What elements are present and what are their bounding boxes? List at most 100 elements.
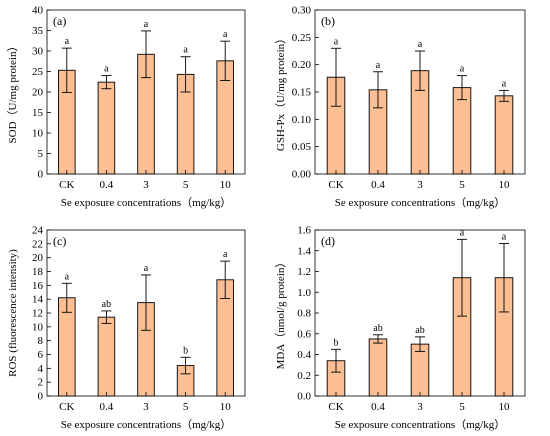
- y-tick-label: 1.0: [297, 287, 311, 299]
- significance-label: a: [502, 231, 507, 242]
- x-tick-label: CK: [59, 179, 74, 191]
- y-tick-label: 5: [38, 148, 44, 160]
- significance-label: a: [144, 263, 149, 274]
- chart-panel-2: 0.00 0.05 0.10 0.15 0.20 0.25 0.30 a CK a 0.4 a 3 a 5 a…: [274, 5, 526, 209]
- x-tick-label: 5: [183, 401, 189, 413]
- y-tick-label: 24: [32, 225, 44, 237]
- chart-panel-3: 024681012141618202224aCKab0.4a3b5a10(c)S…: [7, 225, 246, 431]
- y-tick-label: 10: [32, 321, 44, 333]
- y-tick-label: 0: [38, 391, 44, 403]
- y-tick-label: 6: [38, 349, 44, 361]
- significance-label: a: [65, 36, 70, 47]
- panel-label: (b): [321, 14, 335, 28]
- x-tick-label: 5: [183, 179, 189, 191]
- x-tick-label: 10: [220, 179, 232, 191]
- x-axis-title: Se exposure concentrations（mg/kg）: [335, 196, 505, 209]
- y-tick-label: 0.15: [292, 87, 312, 99]
- significance-label: ab: [102, 299, 111, 310]
- x-tick-label: 0.4: [371, 401, 385, 413]
- y-axis-title: SOD（U/mg protein）: [6, 41, 19, 144]
- x-tick-label: 3: [143, 401, 149, 413]
- y-tick-label: 1.2: [297, 266, 311, 278]
- significance-label: a: [183, 45, 188, 56]
- panel-label: (d): [321, 234, 335, 248]
- y-tick-label: 0.4: [297, 349, 311, 361]
- y-tick-label: 35: [32, 25, 44, 37]
- significance-label: a: [376, 60, 381, 71]
- y-tick-label: 16: [32, 280, 44, 292]
- x-tick-label: 0.4: [371, 179, 385, 191]
- bar: [368, 338, 388, 397]
- significance-label: a: [502, 78, 507, 89]
- panel-label: (c): [53, 234, 66, 248]
- y-tick-label: 25: [32, 66, 44, 78]
- y-tick-label: 40: [32, 5, 44, 17]
- x-tick-label: CK: [59, 401, 74, 413]
- x-tick-label: 3: [417, 179, 423, 191]
- x-tick-label: 10: [499, 401, 511, 413]
- significance-label: b: [183, 345, 188, 356]
- x-tick-label: CK: [328, 401, 343, 413]
- y-tick-label: 20: [32, 87, 44, 99]
- significance-label: a: [104, 64, 109, 75]
- x-tick-label: 0.4: [100, 179, 114, 191]
- y-tick-label: 0.0: [297, 391, 311, 403]
- chart-panel-4: 0.0 0.2 0.4 0.6 0.8 1.0 1.2 1.4 1.6 b CK ab 0.4 ab 3 a 5…: [274, 225, 526, 431]
- y-axis-title: MDA（nmol/g protein）: [274, 257, 287, 370]
- y-tick-label: 10: [32, 128, 44, 140]
- x-tick-label: 10: [499, 179, 511, 191]
- bar: [494, 95, 514, 175]
- bar: [452, 87, 472, 175]
- significance-label: a: [223, 29, 228, 40]
- y-tick-label: 0.8: [297, 308, 311, 320]
- x-axis-title: Se exposure concentrations（mg/kg）: [61, 196, 231, 209]
- y-tick-label: 0.20: [292, 59, 312, 71]
- x-tick-label: 10: [220, 401, 232, 413]
- y-tick-label: 2: [38, 377, 44, 389]
- y-tick-label: 30: [32, 46, 44, 58]
- significance-label: a: [460, 227, 465, 238]
- x-tick-label: 3: [417, 401, 423, 413]
- x-tick-label: 0.4: [100, 401, 114, 413]
- x-tick-label: CK: [328, 179, 343, 191]
- y-tick-label: 14: [32, 294, 44, 306]
- y-tick-label: 0.10: [292, 114, 312, 126]
- y-tick-label: 15: [32, 107, 44, 119]
- x-axis-title: Se exposure concentrations（mg/kg）: [61, 418, 231, 431]
- y-tick-label: 0.6: [297, 328, 311, 340]
- bar: [97, 81, 116, 175]
- y-tick-label: 18: [32, 266, 44, 278]
- significance-label: a: [334, 36, 339, 47]
- x-tick-label: 3: [143, 179, 149, 191]
- y-tick-label: 12: [32, 308, 43, 320]
- y-tick-label: 0.30: [292, 5, 312, 17]
- y-tick-label: 0.00: [292, 169, 312, 181]
- y-tick-label: 20: [32, 252, 44, 264]
- significance-label: a: [223, 249, 228, 260]
- y-tick-label: 8: [38, 335, 44, 347]
- significance-label: ab: [373, 323, 382, 334]
- significance-label: ab: [415, 325, 424, 336]
- y-tick-label: 0.05: [292, 141, 312, 153]
- bar: [97, 316, 116, 397]
- y-axis-title: ROS (fluorescence intensity): [7, 249, 19, 377]
- y-tick-label: 22: [32, 238, 43, 250]
- chart-panel-1: 0 5 10 15 20 25 30 35 40 a CK a 0.4 a 3 a 5 a 10 (a) Se expo…: [6, 5, 246, 209]
- significance-label: a: [65, 271, 70, 282]
- bar: [410, 343, 430, 397]
- significance-label: a: [460, 64, 465, 75]
- panel-label: (a): [53, 14, 66, 28]
- significance-label: b: [334, 337, 339, 348]
- x-axis-title: Se exposure concentrations（mg/kg）: [335, 418, 505, 431]
- y-tick-label: 0.2: [297, 370, 311, 382]
- y-axis-title: GSH-Px（U/mg protein）: [274, 33, 287, 151]
- y-tick-label: 1.4: [297, 245, 311, 257]
- x-tick-label: 5: [459, 401, 465, 413]
- y-tick-label: 4: [38, 363, 44, 375]
- x-tick-label: 5: [459, 179, 465, 191]
- y-tick-label: 1.6: [297, 225, 311, 237]
- y-tick-label: 0: [38, 169, 44, 181]
- y-tick-label: 0.25: [292, 32, 312, 44]
- significance-label: a: [144, 19, 149, 30]
